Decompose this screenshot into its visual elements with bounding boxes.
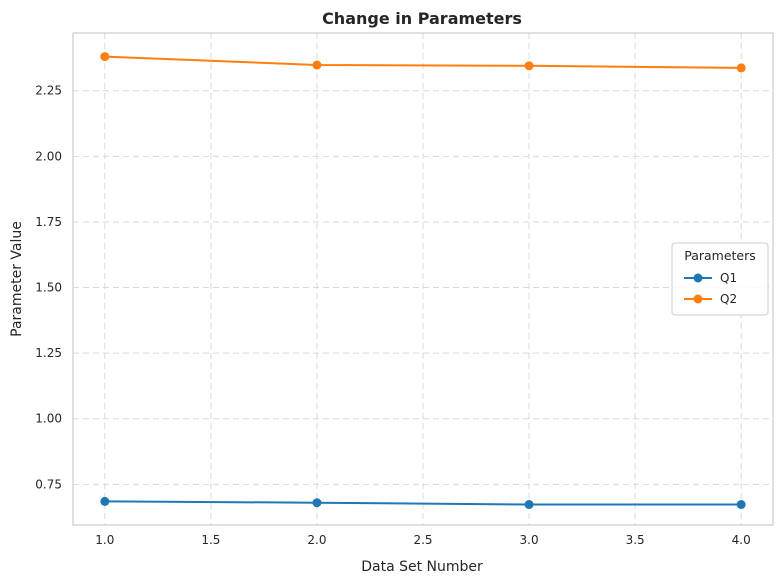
y-axis-label: Parameter Value <box>9 221 25 337</box>
y-tick-label: 0.75 <box>35 477 62 491</box>
x-axis-ticks: 1.0 1.5 2.0 2.5 3.0 3.5 4.0 <box>95 533 750 547</box>
legend-item-q1: Q1 <box>684 271 737 285</box>
y-tick-label: 2.00 <box>35 149 62 163</box>
chart-title: Change in Parameters <box>322 9 522 28</box>
legend-label: Q2 <box>720 292 737 306</box>
data-point <box>736 63 746 73</box>
y-tick-label: 1.50 <box>35 281 62 295</box>
x-tick-label: 3.0 <box>520 533 539 547</box>
x-tick-label: 1.0 <box>95 533 114 547</box>
legend-label: Q1 <box>720 271 737 285</box>
plot-area-frame <box>72 32 774 526</box>
x-tick-label: 2.0 <box>307 533 326 547</box>
legend-title: Parameters <box>684 248 756 263</box>
series-line <box>104 55 742 69</box>
series-line <box>104 500 742 506</box>
y-tick-label: 2.25 <box>35 84 62 98</box>
series-layer <box>100 52 746 510</box>
y-tick-label: 1.00 <box>35 412 62 426</box>
grid <box>73 33 773 525</box>
y-axis-ticks: 0.75 1.00 1.25 1.50 1.75 2.00 2.25 <box>35 84 62 492</box>
legend-item-q2: Q2 <box>684 292 737 306</box>
x-tick-label: 3.5 <box>626 533 645 547</box>
legend-marker <box>693 273 703 283</box>
x-tick-label: 1.5 <box>201 533 220 547</box>
series-q2 <box>100 52 746 73</box>
data-point <box>524 500 534 510</box>
x-tick-label: 4.0 <box>732 533 751 547</box>
data-point <box>100 496 110 506</box>
x-axis-label: Data Set Number <box>361 559 483 575</box>
data-point <box>524 61 534 71</box>
x-tick-label: 2.5 <box>413 533 432 547</box>
series-q1 <box>100 496 746 510</box>
data-point <box>312 498 322 508</box>
legend-marker <box>693 294 703 304</box>
y-tick-label: 1.75 <box>35 215 62 229</box>
legend: Parameters Q1 Q2 <box>671 242 769 316</box>
y-tick-label: 1.25 <box>35 346 62 360</box>
data-point <box>736 500 746 510</box>
data-point <box>312 60 322 70</box>
data-point <box>100 52 110 62</box>
